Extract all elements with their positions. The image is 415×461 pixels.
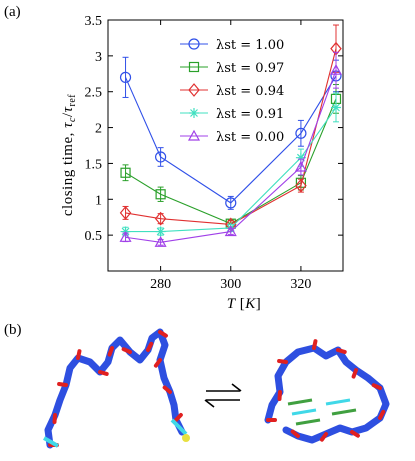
oxygen-atom <box>121 347 132 354</box>
circle-marker <box>225 197 237 209</box>
oxygen-atom <box>312 339 318 350</box>
x-tick-label: 280 <box>150 277 171 292</box>
series-triangle <box>119 51 343 247</box>
backbone <box>44 328 186 449</box>
oxygen-atom <box>371 383 382 390</box>
svg-text:closing time, τc/τref: closing time, τc/τref <box>60 94 78 216</box>
oxygen-atom <box>158 330 168 338</box>
triangle-marker <box>329 63 343 75</box>
oxygen-atom <box>277 359 288 364</box>
panel-label-b: (b) <box>4 322 22 338</box>
oxygen-atom <box>76 349 82 360</box>
star-marker <box>155 226 166 237</box>
triangle-marker <box>154 236 167 247</box>
y-tick-label: 2 <box>95 122 102 137</box>
open-hairpin-molecule <box>43 328 190 449</box>
square-marker <box>120 167 131 178</box>
oxygen-atom <box>153 358 162 368</box>
oxygen-atom <box>319 432 328 442</box>
base-pair <box>291 408 317 416</box>
square-marker <box>155 189 166 200</box>
legend-label: λst = 0.00 <box>216 130 284 145</box>
y-tick-label: 0.5 <box>85 229 103 244</box>
oxygen-atom <box>290 429 300 438</box>
x-axis-ticks: 280 300 320 <box>150 20 311 292</box>
triangle-marker <box>294 160 307 172</box>
diamond-marker <box>295 178 307 193</box>
star-marker <box>189 108 199 118</box>
y-tick-label: 3 <box>95 50 102 65</box>
series-circle <box>119 56 342 210</box>
legend: λst = 1.00 λst = 0.97 λst = 0.94 λst = 0.91… <box>180 38 284 145</box>
y-tick-label: 3.5 <box>85 14 103 29</box>
panel-label-a: (a) <box>4 4 21 20</box>
legend-label: λst = 1.00 <box>216 38 284 53</box>
star-marker <box>295 152 306 163</box>
legend-item: λst = 1.00 <box>180 38 284 53</box>
circle-marker <box>119 71 132 83</box>
equilibrium-arrows-icon <box>204 383 242 408</box>
x-tick-label: 320 <box>290 277 311 292</box>
oxygen-atom <box>350 430 360 438</box>
series-layer <box>119 24 343 247</box>
triangle-marker <box>224 225 237 237</box>
legend-item: λst = 0.91 <box>180 107 284 122</box>
svg-text:T [K]: T [K] <box>227 296 262 312</box>
oxygen-atom <box>174 412 183 422</box>
oxygen-atom <box>351 368 358 379</box>
diamond-marker <box>154 211 167 226</box>
legend-item: λst = 0.97 <box>180 61 284 76</box>
cyan-base <box>43 436 59 448</box>
legend-item: λst = 0.94 <box>180 83 284 99</box>
oxygen-atom <box>107 346 114 357</box>
triangle-marker <box>119 231 132 242</box>
circle-marker <box>188 38 200 50</box>
oxygen-atom <box>378 409 386 420</box>
square-marker <box>188 61 200 73</box>
legend-label: λst = 0.91 <box>216 107 284 122</box>
x-axis-label: T [K] <box>227 296 262 312</box>
legend-item: λst = 0.00 <box>180 129 284 145</box>
star-marker <box>330 102 341 113</box>
triangle-marker <box>187 129 201 141</box>
y-tick-label: 2.5 <box>85 86 103 101</box>
oxygen-atom <box>57 382 68 387</box>
molecular-illustration <box>43 328 390 449</box>
oxygen-atom <box>162 385 172 394</box>
y-tick-label: 1 <box>95 193 102 208</box>
y-axis-label: closing time, τc/τref <box>60 94 78 216</box>
backbone <box>264 344 390 444</box>
y-axis-ticks: 0.5 1 1.5 2 2.5 3 3.5 <box>85 14 343 244</box>
diamond-marker <box>188 83 200 97</box>
yellow-base <box>182 434 190 442</box>
oxygen-atom <box>336 348 347 354</box>
star-marker <box>225 222 236 233</box>
cyan-base <box>170 418 188 436</box>
diamond-marker <box>119 205 132 220</box>
circle-marker <box>295 127 307 139</box>
oxygen-atom <box>98 370 109 376</box>
closing-time-chart: 280 300 320 0.511.522.533.5 λst = 1.00λst … <box>60 14 344 312</box>
closed-hairpin-molecule <box>264 339 390 444</box>
legend-label: λst = 0.94 <box>216 84 284 99</box>
base-pair <box>295 418 321 426</box>
base-pair <box>287 398 313 406</box>
x-tick-label: 300 <box>220 277 241 292</box>
legend-label: λst = 0.97 <box>216 61 284 76</box>
oxygen-atom <box>146 341 154 352</box>
plot-frame <box>107 19 344 272</box>
base-pair <box>325 398 351 406</box>
base-pair <box>331 408 357 416</box>
y-tick-label: 1.5 <box>85 157 103 172</box>
circle-marker <box>155 151 167 163</box>
